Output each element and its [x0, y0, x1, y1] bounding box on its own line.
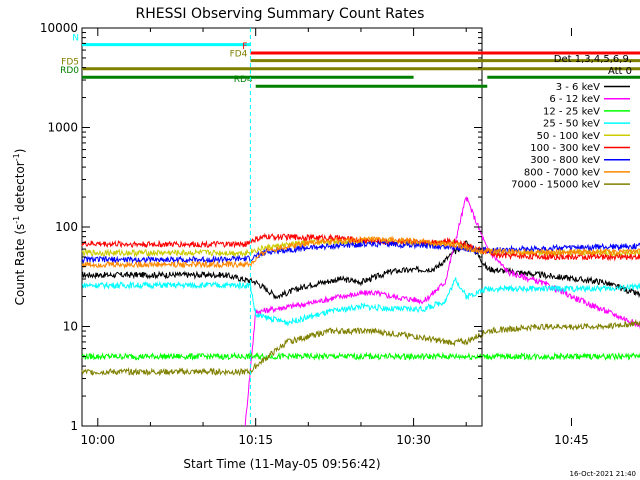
series-line-3-6-kev	[81, 240, 640, 300]
flag-label-f: F	[242, 42, 247, 52]
footer-timestamp: 16-Oct-2021 21:40	[570, 470, 636, 478]
y-tick-label: 100	[55, 220, 78, 234]
flag-label-rd0: RD0	[60, 66, 79, 76]
series-line-7000-15000-kev	[81, 318, 640, 377]
flag-label-fd5: FD5	[61, 58, 79, 68]
x-axis-label: Start Time (11-May-05 09:56:42)	[183, 457, 380, 471]
data-traces	[81, 196, 640, 427]
legend-label-7000-15000-kev: 7000 - 15000 keV	[511, 180, 600, 191]
chart-title: RHESSI Observing Summary Count Rates	[136, 6, 425, 22]
legend-label-100-300-kev: 100 - 300 keV	[530, 143, 600, 154]
series-line-12-25-kev	[81, 351, 640, 362]
legend-label-6-12-kev: 6 - 12 keV	[549, 94, 600, 105]
x-tick-label: 10:15	[238, 433, 273, 447]
time-markers	[249, 28, 251, 426]
legend-label-12-25-kev: 12 - 25 keV	[543, 106, 600, 117]
legend-label-3-6-kev: 3 - 6 keV	[556, 82, 600, 93]
legend-label-800-7000-kev: 800 - 7000 keV	[524, 167, 600, 178]
flag-label-fd4: FD4	[230, 50, 248, 60]
flag-label-n: N	[72, 34, 79, 44]
x-tick-label: 10:45	[554, 433, 589, 447]
axes: 10:0010:1510:3010:4511:0011:1511:3011010…	[40, 21, 589, 447]
x-tick-label: 10:00	[80, 433, 115, 447]
y-tick-label: 1000	[47, 121, 78, 135]
y-tick-label: 10000	[40, 21, 78, 35]
legend-label-25-50-kev: 25 - 50 keV	[543, 119, 600, 130]
series-line-25-50-kev	[81, 277, 640, 328]
series-line-800-7000-kev	[81, 235, 640, 270]
y-tick-label: 1	[70, 419, 78, 433]
x-tick-label: 10:30	[396, 433, 431, 447]
flag-label-rd4: RD4	[234, 75, 253, 85]
legend-label-300-800-kev: 300 - 800 keV	[530, 155, 600, 166]
legend-header-line-0: Det 1,3,4,5,6,9,	[554, 54, 632, 65]
series-line-300-800-kev	[81, 239, 640, 265]
y-tick-label: 10	[63, 320, 78, 334]
legend-label-50-100-kev: 50 - 100 keV	[537, 131, 601, 142]
series-line-6-12-kev	[244, 196, 640, 427]
legend-header-line-1: Att 0	[608, 66, 632, 77]
y-axis-label: Count Rate (s-1 detector-1)	[12, 149, 27, 306]
series-line-100-300-kev	[81, 232, 640, 262]
